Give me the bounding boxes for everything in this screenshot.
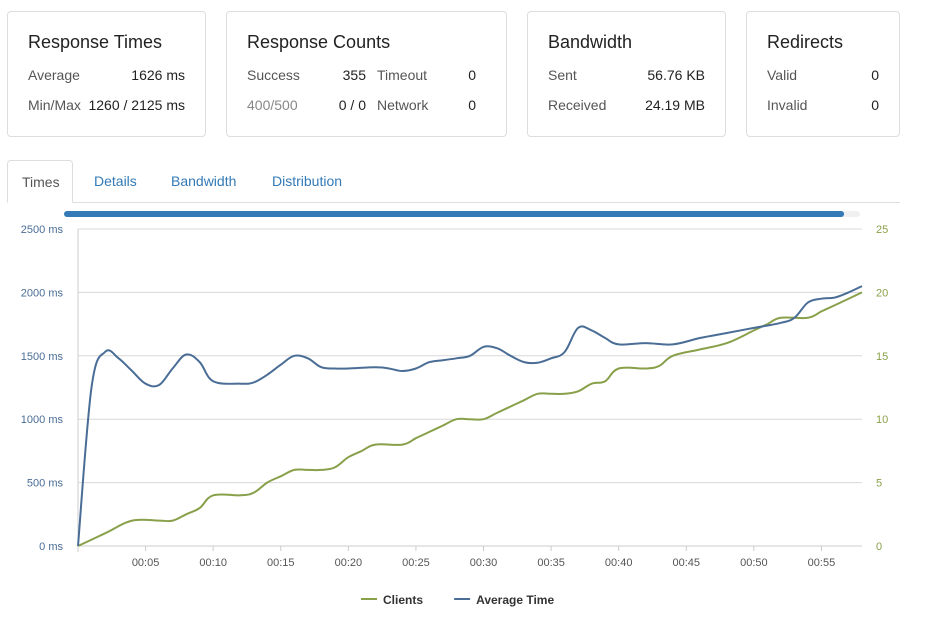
clients-series-line (77, 291, 863, 547)
average-label: Average (28, 67, 80, 83)
redirects-title: Redirects (767, 32, 844, 52)
x-tick-label: 00:20 (335, 557, 363, 569)
x-tick-label: 00:30 (470, 557, 498, 569)
y-right-tick-label: 0 (876, 541, 882, 553)
x-tick-label: 00:35 (537, 557, 565, 569)
x-tick-label: 00:10 (199, 557, 227, 569)
success-label: Success (247, 67, 300, 83)
average-value: 1626 ms (131, 67, 185, 83)
x-tick-label: 00:15 (267, 557, 295, 569)
timeout-value: 0 (468, 67, 476, 83)
error-count-value: 0 / 0 (338, 97, 366, 113)
sent-value: 56.76 KB (647, 67, 705, 83)
progress-track (64, 211, 860, 217)
x-tick-label: 00:50 (740, 557, 768, 569)
tab-times[interactable]: Times (7, 160, 73, 203)
timeout-label: Timeout (377, 67, 428, 83)
legend-label-average-time: Average Time (476, 593, 554, 607)
y-right-tick-label: 5 (876, 478, 882, 490)
received-value: 24.19 MB (645, 97, 705, 113)
progress-bar-fill (64, 211, 845, 217)
tab-bandwidth[interactable]: Bandwidth (171, 173, 237, 189)
success-value: 355 (342, 67, 366, 83)
sent-label: Sent (548, 67, 577, 83)
y-left-tick-label: 1000 ms (21, 414, 64, 426)
network-label: Network (377, 97, 429, 113)
tab-details[interactable]: Details (94, 173, 137, 189)
y-right-tick-label: 25 (876, 224, 888, 236)
minmax-label: Min/Max (28, 97, 81, 113)
x-tick-label: 00:05 (132, 557, 160, 569)
x-tick-label: 00:40 (605, 557, 633, 569)
y-left-tick-label: 2500 ms (21, 224, 64, 236)
y-left-tick-label: 2000 ms (21, 287, 64, 299)
x-tick-label: 00:25 (402, 557, 430, 569)
invalid-label: Invalid (767, 97, 808, 113)
invalid-value: 0 (871, 97, 879, 113)
bandwidth-card: Bandwidth Sent 56.76 KB Received 24.19 M… (527, 11, 726, 137)
response-counts-title: Response Counts (247, 32, 391, 52)
response-times-title: Response Times (28, 32, 163, 52)
y-right-tick-label: 15 (876, 351, 888, 363)
x-tick-label: 00:45 (673, 557, 701, 569)
network-value: 0 (468, 97, 476, 113)
valid-label: Valid (767, 67, 798, 83)
response-counts-card: Response Counts Success 355 Timeout 0 40… (226, 11, 507, 137)
tab-distribution[interactable]: Distribution (272, 173, 343, 189)
valid-value: 0 (871, 67, 879, 83)
response-times-card: Response Times Average 1626 ms Min/Max 1… (7, 11, 206, 137)
bandwidth-title: Bandwidth (548, 32, 633, 52)
y-left-tick-label: 0 ms (39, 541, 63, 553)
chart-tabs: Times Details Bandwidth Distribution (7, 160, 900, 203)
y-left-tick-label: 500 ms (27, 478, 64, 490)
average-time-series-line (77, 285, 863, 547)
y-left-tick-label: 1500 ms (21, 351, 64, 363)
x-tick-label: 00:55 (808, 557, 836, 569)
error-count-label: 400/500 (247, 97, 298, 113)
received-label: Received (548, 97, 607, 113)
minmax-value: 1260 / 2125 ms (88, 97, 185, 113)
redirects-card: Redirects Valid 0 Invalid 0 (746, 11, 900, 137)
y-right-tick-label: 10 (876, 414, 888, 426)
legend-label-clients: Clients (383, 593, 423, 607)
y-right-tick-label: 20 (876, 287, 888, 299)
